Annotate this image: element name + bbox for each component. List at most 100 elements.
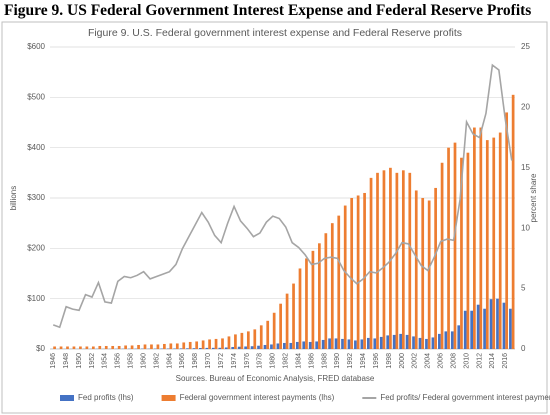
bar — [201, 340, 205, 349]
bar — [104, 345, 108, 349]
chart-title: Figure 9. U.S. Federal government intere… — [88, 27, 462, 39]
bar — [263, 344, 267, 349]
bar — [350, 198, 354, 349]
bar — [453, 142, 457, 349]
bar — [169, 343, 173, 349]
bar — [509, 308, 512, 349]
bar — [311, 250, 315, 349]
bar — [438, 333, 441, 349]
bar — [431, 337, 435, 349]
bar — [66, 346, 69, 349]
bar — [457, 325, 461, 349]
bar — [470, 310, 474, 349]
bar — [283, 342, 286, 349]
x-tick-label: 1952 — [89, 353, 96, 369]
x-tick-label: 1992 — [347, 353, 354, 369]
x-tick-label: 1966 — [179, 353, 186, 369]
bar — [250, 346, 254, 349]
bar — [199, 347, 202, 349]
bar — [440, 162, 444, 349]
chart-border — [1, 21, 548, 414]
x-tick-label: 1954 — [102, 353, 109, 369]
bar — [476, 304, 480, 349]
bar — [163, 343, 166, 349]
bar — [395, 172, 399, 349]
bar — [354, 340, 357, 349]
bar — [195, 341, 199, 349]
bar — [308, 341, 312, 349]
bar — [343, 205, 347, 349]
bar — [334, 338, 338, 349]
bar — [208, 339, 211, 349]
bar — [356, 195, 360, 349]
bar — [85, 346, 89, 349]
bar — [321, 339, 325, 349]
y-tick-label: $500 — [27, 92, 45, 101]
bar — [279, 303, 282, 349]
bar — [270, 344, 273, 349]
bar — [463, 310, 467, 349]
bar — [485, 140, 489, 349]
y-tick-label: $400 — [27, 143, 45, 152]
y2-tick-label: 25 — [521, 42, 530, 51]
x-tick-label: 1990 — [334, 353, 341, 369]
bar — [427, 200, 431, 349]
x-tick-label: 1968 — [192, 353, 199, 369]
bar — [315, 341, 319, 349]
bar — [224, 347, 228, 349]
bar — [111, 345, 115, 349]
legend-swatch — [60, 395, 74, 401]
bar — [266, 320, 270, 349]
y-tick-label: $300 — [27, 193, 45, 202]
bar — [289, 342, 293, 349]
bar — [450, 331, 454, 349]
bar — [175, 343, 179, 349]
bar — [421, 198, 425, 349]
x-tick-label: 1970 — [205, 353, 212, 369]
x-tick-label: 1988 — [321, 353, 328, 369]
x-tick-label: 1998 — [386, 353, 393, 369]
bar — [231, 346, 235, 349]
bar — [347, 339, 351, 349]
bar — [150, 344, 153, 349]
bar — [137, 344, 140, 349]
bar — [444, 331, 448, 349]
y-tick-label: $600 — [27, 42, 45, 51]
bar — [130, 345, 134, 349]
y2-tick-label: 15 — [521, 163, 530, 172]
bar — [259, 325, 263, 349]
bar — [72, 346, 76, 349]
bar — [496, 298, 499, 349]
bar — [412, 336, 415, 349]
x-tick-label: 1996 — [373, 353, 380, 369]
bar — [292, 283, 295, 349]
bar — [392, 334, 396, 349]
y2-tick-label: 0 — [521, 344, 526, 353]
bar — [173, 348, 176, 349]
bar — [489, 299, 493, 349]
bar — [143, 344, 147, 349]
bar — [502, 302, 506, 349]
x-tick-label: 1946 — [50, 353, 57, 369]
x-tick-label: 2014 — [489, 353, 496, 369]
bar — [91, 346, 95, 349]
bar — [295, 341, 299, 349]
bar — [240, 332, 244, 349]
bar — [460, 157, 463, 349]
bar — [473, 127, 476, 350]
bar — [379, 336, 383, 349]
bar — [124, 345, 127, 349]
x-tick-label: 1976 — [244, 353, 251, 369]
x-tick-label: 2010 — [463, 353, 470, 369]
x-tick-label: 1978 — [257, 353, 264, 369]
bar — [425, 338, 428, 349]
y2-axis-label: percent share — [529, 173, 538, 222]
legend-label: Fed profits (lhs) — [78, 393, 134, 402]
x-tick-label: 1958 — [128, 353, 135, 369]
y-tick-label: $100 — [27, 294, 45, 303]
bar — [257, 345, 260, 349]
bar — [434, 187, 437, 349]
bar — [386, 335, 390, 349]
